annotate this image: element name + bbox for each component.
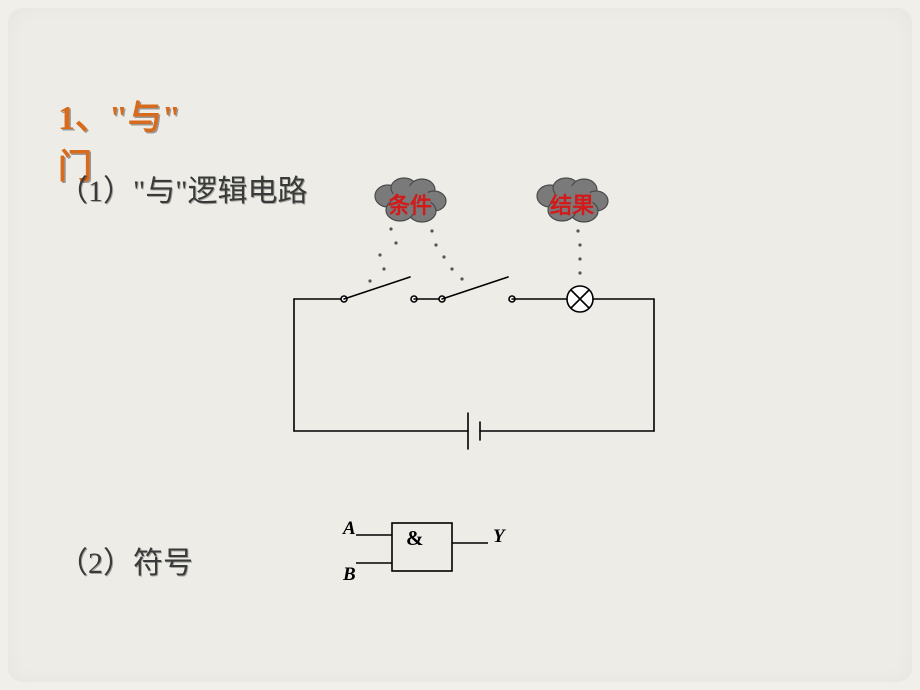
and-gate-symbol <box>338 513 518 603</box>
slide-canvas: 1、"与" 门 （1）"与"逻辑电路 条件 结果 <box>8 8 912 682</box>
circuit-diagram <box>284 173 684 473</box>
gate-output-y: Y <box>493 526 505 548</box>
title-line1: 1、"与" <box>58 100 181 137</box>
section-1-label: （1）"与"逻辑电路 <box>58 166 308 210</box>
cloud-condition-text: 条件 <box>388 188 432 220</box>
gate-ampersand: & <box>406 526 424 551</box>
gate-input-b: B <box>343 564 356 586</box>
section-2-label: （2）符号 <box>58 538 193 582</box>
gate-input-a: A <box>343 518 356 540</box>
cloud-result-text: 结果 <box>550 188 594 220</box>
